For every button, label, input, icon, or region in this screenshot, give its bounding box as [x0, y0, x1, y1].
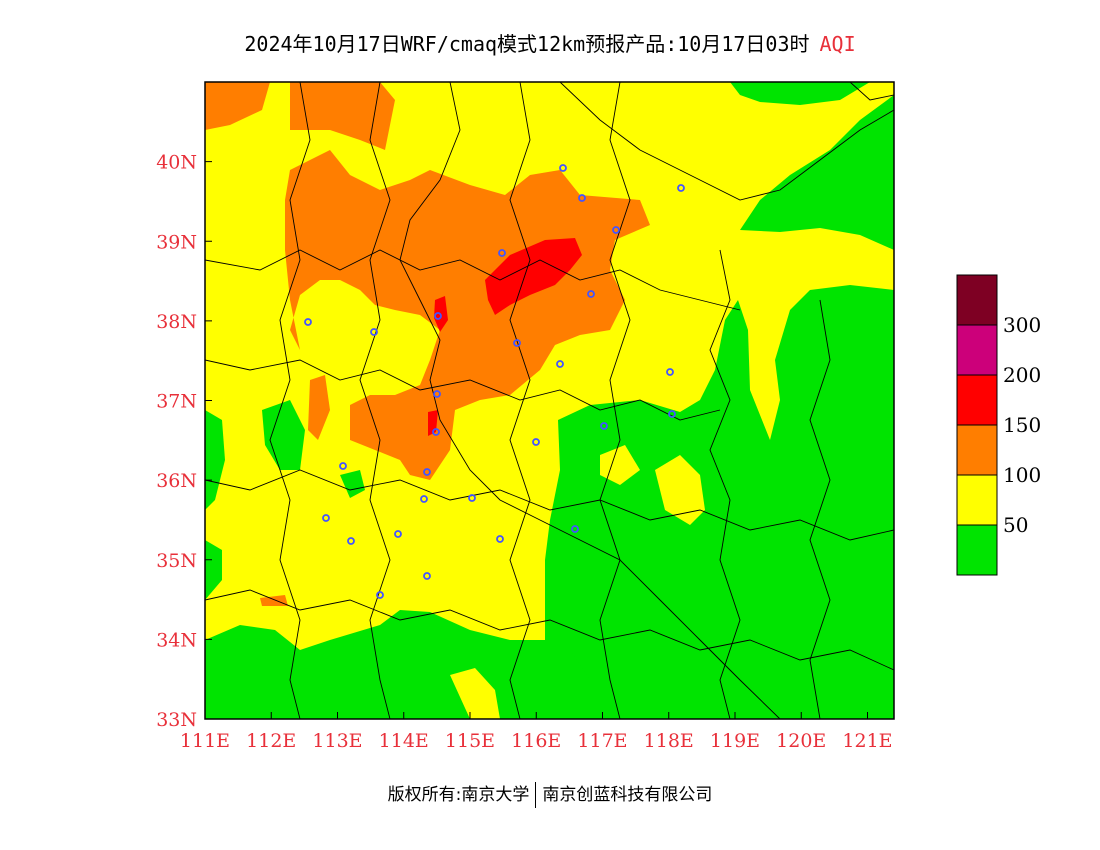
x-tick-label: 117E: [577, 730, 627, 752]
aqi-zone-green-south: [205, 610, 600, 719]
city-marker: [423, 468, 431, 476]
city-marker: [571, 525, 579, 533]
y-tick-label: 34N: [156, 629, 197, 651]
aqi-zone-orange-main: [285, 150, 650, 480]
city-marker: [339, 462, 347, 470]
x-tick-label: 121E: [842, 730, 892, 752]
city-marker: [587, 290, 595, 298]
city-marker: [394, 530, 402, 538]
city-markers: [304, 164, 685, 599]
footer-separator: [535, 782, 537, 808]
legend-label: 200: [1003, 363, 1041, 387]
legend-swatch: [956, 424, 998, 476]
city-marker: [434, 312, 442, 320]
x-tick-label: 111E: [180, 730, 230, 752]
city-marker: [304, 318, 312, 326]
legend-swatch: [956, 324, 998, 376]
city-marker: [423, 572, 431, 580]
city-marker: [556, 360, 564, 368]
legend-label: 100: [1003, 463, 1041, 487]
aqi-zone-green-west-edge-2: [205, 540, 222, 600]
map-title: 2024年10月17日WRF/cmaq模式12km预报产品:10月17日03时 A…: [0, 28, 1100, 57]
x-tick-label: 114E: [379, 730, 429, 752]
y-tick-label: 37N: [156, 391, 197, 413]
x-tick-label: 118E: [644, 730, 694, 752]
copyright-footer: 版权所有:南京大学 南京创蓝科技有限公司: [0, 780, 1100, 808]
y-tick-label: 39N: [156, 231, 197, 253]
city-marker: [559, 164, 567, 172]
y-axis: 33N 34N 35N 36N 37N 38N 39N 40N: [156, 152, 212, 731]
legend-swatch: [956, 274, 998, 326]
x-tick-label: 115E: [445, 730, 495, 752]
aqi-zone-orange-blob-2: [260, 595, 288, 606]
x-tick-label: 120E: [776, 730, 826, 752]
city-marker: [376, 591, 384, 599]
aqi-zone-green-blob-1: [262, 400, 305, 470]
aqi-field: [205, 82, 894, 719]
city-marker: [498, 249, 506, 257]
aqi-zone-yellow-island-2: [600, 445, 640, 485]
title-main: 2024年10月17日WRF/cmaq模式12km预报产品:10月17日03时: [244, 32, 810, 56]
aqi-zone-orange-blob-1: [308, 375, 330, 440]
city-marker: [420, 495, 428, 503]
x-tick-label: 116E: [511, 730, 561, 752]
x-axis: 111E 112E 113E 114E 115E 116E 117E 118E 119E 120E…: [180, 712, 893, 752]
aqi-zone-yellow-island-3: [450, 668, 500, 719]
legend-swatch: [956, 474, 998, 526]
aqi-zone-red-main: [485, 238, 582, 315]
city-marker: [468, 494, 476, 502]
legend-label: 300: [1003, 313, 1041, 337]
y-tick-label: 33N: [156, 709, 197, 731]
city-marker: [496, 535, 504, 543]
legend-swatch: [956, 374, 998, 426]
city-marker: [322, 514, 330, 522]
city-marker: [578, 194, 586, 202]
y-tick-label: 40N: [156, 152, 197, 174]
city-marker: [612, 226, 620, 234]
legend-label: 50: [1003, 513, 1028, 537]
admin-boundaries: [205, 82, 894, 719]
legend-label: 150: [1003, 413, 1041, 437]
y-tick-label: 38N: [156, 311, 197, 333]
title-product: AQI: [819, 32, 856, 56]
city-marker: [600, 422, 608, 430]
city-marker: [433, 390, 441, 398]
aqi-zone-green-blob-2: [340, 470, 365, 498]
x-tick-label: 112E: [246, 730, 296, 752]
city-marker: [513, 339, 521, 347]
aqi-zone-orange-northwest: [205, 82, 270, 130]
city-marker: [666, 368, 674, 376]
legend-swatch: [956, 524, 998, 576]
city-marker: [668, 410, 676, 418]
aqi-zone-orange-north: [290, 82, 395, 150]
city-marker: [370, 328, 378, 336]
y-tick-label: 35N: [156, 550, 197, 572]
aqi-zone-green-west-edge: [205, 410, 225, 510]
x-tick-label: 113E: [312, 730, 362, 752]
aqi-zone-green-east: [545, 285, 894, 719]
copyright-company: 南京创蓝科技有限公司: [542, 785, 713, 805]
aqi-zone-yellow-island-1: [655, 455, 705, 525]
x-tick-label: 119E: [710, 730, 760, 752]
aqi-legend: 50 100 150 200 300: [956, 274, 1041, 576]
city-marker: [432, 428, 440, 436]
city-marker: [347, 537, 355, 545]
y-tick-label: 36N: [156, 470, 197, 492]
city-marker: [532, 438, 540, 446]
copyright-owner: 版权所有:南京大学: [387, 785, 530, 805]
aqi-zone-green-top: [730, 82, 870, 105]
city-marker: [677, 184, 685, 192]
